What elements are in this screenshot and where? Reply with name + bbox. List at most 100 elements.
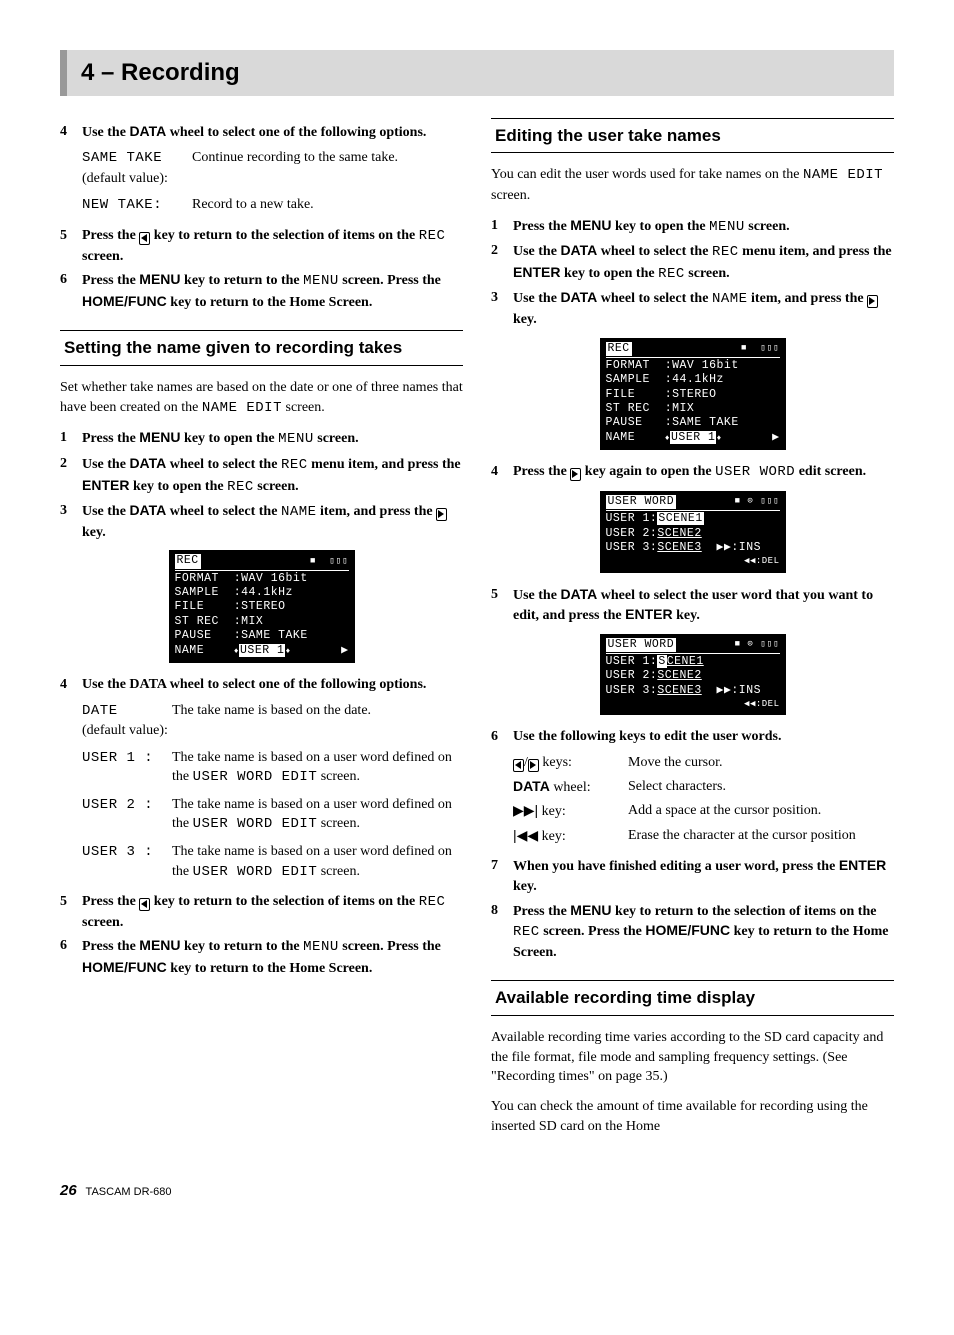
opt-key: USER 3 : [82, 842, 172, 882]
lcd-footer: ◀◀:DEL [606, 699, 780, 710]
step-number: 6 [491, 727, 513, 747]
section-intro: You can edit the user words used for tak… [491, 165, 894, 205]
sect3-p1: Available recording time varies accordin… [491, 1028, 894, 1087]
left-column: 4 Use the DATA wheel to select one of th… [60, 118, 463, 1147]
step-number: 5 [60, 226, 82, 266]
step-number: 6 [60, 936, 82, 978]
lcd-row: PAUSE :SAME TAKE [175, 629, 349, 643]
step-2-1: 1 Press the MENU key to open the MENU sc… [491, 216, 894, 238]
step-2-8: 8 Press the MENU key to return to the se… [491, 901, 894, 963]
step-number: 6 [60, 270, 82, 312]
lcd-title: USER WORD [606, 495, 677, 509]
right-column: Editing the user take names You can edit… [491, 118, 894, 1147]
lcd-last-row: NAME ♦USER 1♦ ▶ [606, 431, 780, 445]
opt-row: NEW TAKE: Record to a new take. [82, 195, 463, 216]
opt-val: The take name is based on a user word de… [172, 842, 463, 882]
key-desc: Add a space at the cursor position. [628, 801, 894, 822]
opt-val: Record to a new take. [192, 195, 463, 216]
lcd-row: USER 2:SCENE2 [606, 669, 780, 683]
lcd-row: PAUSE :SAME TAKE [606, 416, 780, 430]
step-text: When you have finished editing a user wo… [513, 856, 894, 896]
lcd-row: USER 3:SCENE3 ▶▶:INS [606, 541, 780, 555]
opt-key: SAME TAKE (default value): [82, 148, 192, 188]
step-number: 3 [60, 501, 82, 542]
page-header: 4 – Recording [60, 50, 894, 96]
step-number: 4 [60, 122, 82, 143]
opt-key: DATE (default value): [82, 701, 172, 741]
section-heading-editing: Editing the user take names [491, 118, 894, 154]
lcd-row: USER 1:SCENE1 [606, 655, 780, 669]
lcd-row: ST REC :MIX [606, 402, 780, 416]
step-2-6: 6 Use the following keys to edit the use… [491, 727, 894, 747]
step-number: 1 [60, 428, 82, 450]
opt-key: USER 2 : [82, 795, 172, 835]
key-name: ▶▶| key: [513, 801, 628, 822]
step-text: Press the MENU key to return to the sele… [513, 901, 894, 963]
sect3-p2: You can check the amount of time availab… [491, 1097, 894, 1136]
lcd-rec-screen-2: REC ■ ▯▯▯ FORMAT :WAV 16bit SAMPLE :44.1… [600, 338, 786, 451]
step-number: 2 [491, 241, 513, 284]
key-row: |◀◀ key: Erase the character at the curs… [513, 826, 894, 847]
opt-key: USER 1 : [82, 748, 172, 788]
key-name: DATA wheel: [513, 777, 628, 798]
lcd-icons: ■ ▯▯▯ [310, 556, 348, 567]
lcd-row: FILE :STEREO [606, 388, 780, 402]
step-1-3: 3 Use the DATA wheel to select the NAME … [60, 501, 463, 542]
edit-keys-table: / keys: Move the cursor. DATA wheel: Sel… [513, 753, 894, 846]
lcd-title-row: REC ■ ▯▯▯ [175, 554, 349, 570]
step-text: Press the MENU key to return to the MENU… [82, 270, 463, 312]
step-text: Use the DATA wheel to select the REC men… [82, 454, 463, 497]
step-2-5: 5 Use the DATA wheel to select the user … [491, 585, 894, 626]
key-desc: Erase the character at the cursor positi… [628, 826, 894, 847]
step-text: Press the key again to open the USER WOR… [513, 462, 894, 483]
lcd-userword-1: USER WORD ■ ⊙ ▯▯▯ USER 1:SCENE1 USER 2:S… [600, 491, 786, 573]
step-1-1: 1 Press the MENU key to open the MENU sc… [60, 428, 463, 450]
step-text: Press the MENU key to open the MENU scre… [82, 428, 463, 450]
step-text: Press the key to return to the selection… [82, 892, 463, 932]
lcd-row: USER 2:SCENE2 [606, 527, 780, 541]
lcd-row: ST REC :MIX [175, 615, 349, 629]
lcd-userword-2: USER WORD ■ ⊙ ▯▯▯ USER 1:SCENE1 USER 2:S… [600, 634, 786, 716]
lcd-row: USER 3:SCENE3 ▶▶:INS [606, 684, 780, 698]
key-row: ▶▶| key: Add a space at the cursor posit… [513, 801, 894, 822]
section-heading-time: Available recording time display [491, 980, 894, 1016]
lcd-title: REC [606, 342, 632, 356]
opt-row: DATE (default value): The take name is b… [82, 701, 463, 741]
lcd-row: FORMAT :WAV 16bit [175, 572, 349, 586]
opt-val: The take name is based on the date. [172, 701, 463, 741]
step-text: Use the DATA wheel to select the NAME it… [513, 288, 894, 329]
lcd-row: SAMPLE :44.1kHz [175, 586, 349, 600]
lcd-title-row: USER WORD ■ ⊙ ▯▯▯ [606, 495, 780, 511]
lcd-title-row: REC ■ ▯▯▯ [606, 342, 780, 358]
lcd-row: USER 1:SCENE1 [606, 512, 780, 526]
step-number: 5 [60, 892, 82, 932]
lcd-rec-screen: REC ■ ▯▯▯ FORMAT :WAV 16bit SAMPLE :44.1… [169, 550, 355, 663]
key-desc: Select characters. [628, 777, 894, 798]
opt-row: SAME TAKE (default value): Continue reco… [82, 148, 463, 188]
opt-val: The take name is based on a user word de… [172, 795, 463, 835]
step-text: Press the MENU key to open the MENU scre… [513, 216, 894, 238]
step-1-4: 4 Use the DATA wheel to select one of th… [60, 675, 463, 695]
step-number: 4 [60, 675, 82, 695]
content-columns: 4 Use the DATA wheel to select one of th… [60, 118, 894, 1147]
lcd-icons: ■ ⊙ ▯▯▯ [735, 639, 780, 650]
step-number: 7 [491, 856, 513, 896]
lcd-title-row: USER WORD ■ ⊙ ▯▯▯ [606, 638, 780, 654]
opt-row: USER 3 : The take name is based on a use… [82, 842, 463, 882]
step-4a: 4 Use the DATA wheel to select one of th… [60, 122, 463, 143]
lcd-footer: ◀◀:DEL [606, 556, 780, 567]
step-2-3: 3 Use the DATA wheel to select the NAME … [491, 288, 894, 329]
product-name: TASCAM DR-680 [86, 1186, 172, 1198]
key-row: DATA wheel: Select characters. [513, 777, 894, 798]
step-number: 2 [60, 454, 82, 497]
step-text: Use the DATA wheel to select one of the … [82, 675, 463, 695]
step-1-6: 6 Press the MENU key to return to the ME… [60, 936, 463, 978]
step-number: 8 [491, 901, 513, 963]
options-table-b: DATE (default value): The take name is b… [82, 701, 463, 883]
section-intro: Set whether take names are based on the … [60, 378, 463, 418]
step-1-5: 5 Press the key to return to the selecti… [60, 892, 463, 932]
page-footer: 26 TASCAM DR-680 [60, 1180, 894, 1201]
lcd-row: SAMPLE :44.1kHz [606, 373, 780, 387]
lcd-row: FILE :STEREO [175, 600, 349, 614]
step-6a: 6 Press the MENU key to return to the ME… [60, 270, 463, 312]
